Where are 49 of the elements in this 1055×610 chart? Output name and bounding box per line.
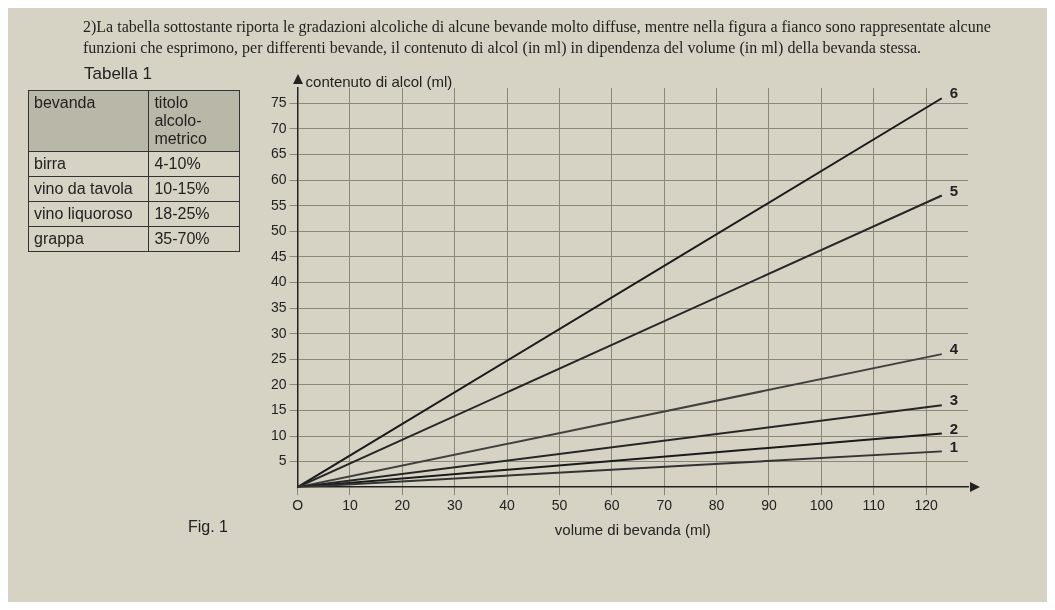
x-tick-label: O <box>292 497 304 514</box>
x-tick-label: 50 <box>551 497 568 514</box>
y-tick-label: 40 <box>270 273 287 290</box>
text: birra <box>28 151 149 177</box>
caption: Fig. 1 <box>188 518 229 536</box>
y-tick-label: 70 <box>270 119 287 136</box>
x-tick-label: 90 <box>761 497 777 514</box>
text: grappa <box>28 226 149 252</box>
y-tick-label: 10 <box>270 426 287 443</box>
y-tick-label: 35 <box>270 298 287 315</box>
y-tick-label: 25 <box>270 350 287 367</box>
x-tick-label: 10 <box>342 497 358 514</box>
x-tick-label: 120 <box>914 497 938 514</box>
y-tick-label: 55 <box>270 196 287 213</box>
x-tick-label: 30 <box>446 497 463 514</box>
text: Tabella 1 <box>82 64 154 84</box>
x-tick-label: 40 <box>499 497 516 514</box>
x-tick-label: 110 <box>862 497 886 514</box>
chart-title: 2)La tabella sottostante riporta le gradazioni alcoliche di alcune bevande molto diffuse, mentre nella figura a fianco sono rappresentate alcune funzioni che esprimono, per differenti bevande, il contenuto di alcol (in ml) in dipendenza del volume (in ml) della bevanda stessa. <box>83 17 992 58</box>
x-tick-label: 80 <box>708 497 725 514</box>
y-tick-label: 75 <box>270 94 287 111</box>
y-axis-title: contenuto di alcol (ml) <box>305 72 453 90</box>
x-tick-label: 100 <box>809 497 834 514</box>
y-tick-label: 65 <box>270 145 287 162</box>
series-label: 6 <box>949 84 959 102</box>
y-tick-label: 50 <box>270 222 287 239</box>
y-tick-label: 20 <box>270 375 287 392</box>
text: 18-25% <box>148 201 240 227</box>
series-label: 1 <box>949 437 959 455</box>
x-axis-title: volume di bevanda (ml) <box>554 521 711 539</box>
y-tick-label: 15 <box>270 401 287 418</box>
series-label: 3 <box>949 391 959 409</box>
text: vino liquoroso <box>28 201 149 227</box>
text: bevanda <box>28 90 149 152</box>
text: vino da tavola <box>28 176 149 202</box>
x-tick-label: 70 <box>656 497 673 514</box>
x-tick-label: 20 <box>394 497 411 514</box>
text: 10-15% <box>148 176 240 202</box>
y-tick-label: 45 <box>270 247 287 264</box>
y-tick-label: 30 <box>270 324 287 341</box>
text: titolo alcolo-metrico <box>148 90 240 152</box>
y-tick-label: 5 <box>278 452 287 469</box>
series-label: 4 <box>949 340 959 358</box>
text: 35-70% <box>148 226 240 252</box>
series-label: 2 <box>949 419 959 437</box>
series-label: 5 <box>949 181 959 199</box>
y-tick-label: 60 <box>270 170 287 187</box>
x-tick-label: 60 <box>604 497 620 514</box>
text: 4-10% <box>148 151 240 177</box>
